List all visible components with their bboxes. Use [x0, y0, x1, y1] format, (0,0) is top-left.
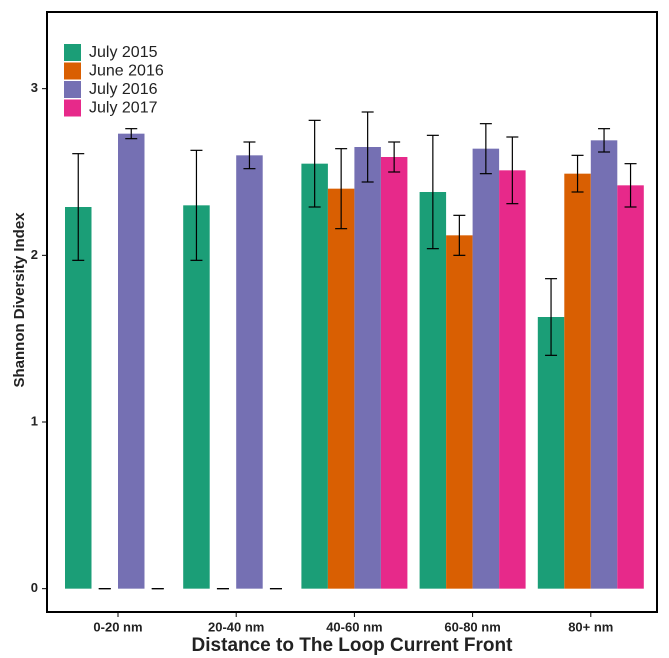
legend-label: July 2016: [89, 81, 158, 98]
bar: [118, 133, 145, 589]
y-tick-label: 0: [31, 580, 38, 595]
x-tick-label: 60-80 nm: [444, 619, 500, 634]
error-bar: [598, 128, 611, 153]
legend-swatch: [64, 81, 81, 98]
bar: [380, 157, 408, 589]
error-bar: [190, 149, 203, 261]
x-tick-label: 80+ nm: [568, 619, 613, 634]
legend-swatch: [64, 44, 81, 61]
y-tick-label: 3: [31, 80, 38, 95]
error-bar: [388, 141, 401, 173]
error-bar: [571, 154, 584, 193]
legend-swatch: [64, 62, 81, 80]
bar: [327, 188, 355, 589]
bar: [499, 170, 526, 589]
bar: [617, 185, 644, 589]
plot-frame: [46, 11, 658, 613]
error-bar: [479, 123, 492, 175]
bar: [537, 317, 565, 589]
error-bar: [125, 128, 138, 140]
error-bar: [453, 214, 466, 256]
bar: [590, 140, 618, 589]
bar: [65, 207, 92, 589]
error-bar: [361, 111, 374, 183]
legend-label: July 2015: [89, 44, 158, 61]
legend-label: June 2016: [89, 63, 164, 80]
x-tick-label: 20-40 nm: [208, 619, 264, 634]
y-tick-label: 1: [31, 413, 38, 428]
x-tick-label: 40-60 nm: [326, 619, 382, 634]
error-bar: [426, 134, 439, 250]
bar: [301, 163, 328, 589]
error-bar: [72, 153, 85, 261]
bar: [446, 235, 473, 589]
legend-label: July 2017: [89, 100, 158, 117]
x-axis-title: Distance to The Loop Current Front: [192, 635, 514, 656]
error-bar: [506, 136, 519, 205]
error-bar: [243, 141, 256, 170]
error-bar: [335, 148, 348, 230]
error-bar: [308, 119, 321, 208]
y-axis-title: Shannon Diversity Index: [11, 212, 28, 388]
legend-swatch: [64, 99, 81, 117]
bar: [419, 192, 447, 589]
x-tick-label: 0-20 nm: [93, 619, 142, 634]
error-bar: [545, 278, 558, 356]
y-tick-label: 2: [31, 247, 38, 262]
bar: [354, 147, 381, 589]
bar: [183, 205, 210, 589]
error-bar: [624, 163, 637, 208]
bar: [472, 148, 500, 589]
bar: [236, 155, 263, 589]
bar: [564, 173, 591, 589]
